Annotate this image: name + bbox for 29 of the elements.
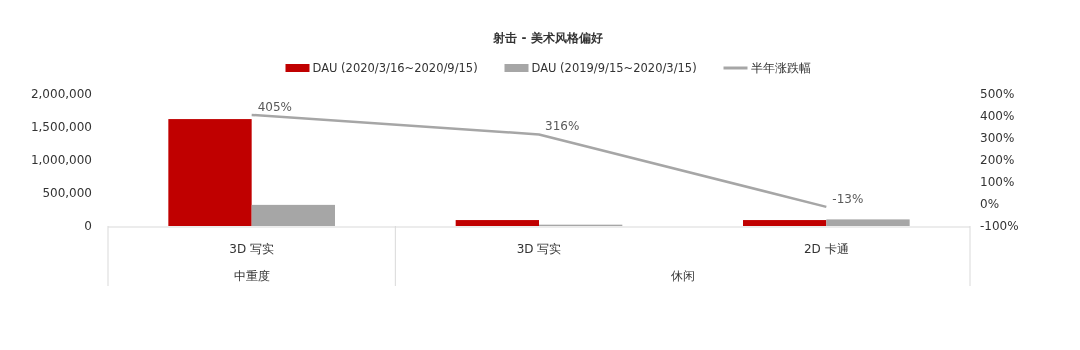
bar	[826, 219, 910, 226]
y2-tick-label: 500%	[980, 87, 1015, 101]
data-label: 316%	[545, 119, 580, 134]
y2-tick-label: 300%	[980, 131, 1015, 145]
y-tick-label: 500,000	[42, 186, 92, 200]
y-tick-label: 2,000,000	[30, 87, 92, 101]
y2-tick-label: 200%	[980, 153, 1015, 167]
y-tick-label: 1,000,000	[30, 153, 92, 167]
x-tick-label: 3D 写实	[516, 242, 562, 256]
data-label: -13%	[832, 191, 864, 206]
y-tick-label: 0	[84, 219, 92, 233]
legend-label: DAU (2020/3/16~2020/9/15)	[312, 61, 478, 75]
y2-tick-label: 0%	[980, 197, 1000, 211]
data-label: 405%	[257, 99, 292, 114]
bar	[251, 204, 335, 226]
bar	[743, 220, 827, 226]
legend-label: 半年涨跌幅	[750, 61, 811, 75]
y2-tick-label: 100%	[980, 175, 1015, 189]
y-tick-label: 1,500,000	[30, 120, 92, 134]
text: 中重度	[233, 269, 270, 283]
text: 休闲	[670, 269, 695, 283]
y2-tick-label: -100%	[980, 219, 1019, 233]
y2-tick-label: 400%	[980, 109, 1015, 123]
x-tick-label: 3D 写实	[229, 242, 275, 256]
chart-title: 射击 - 美术风格偏好	[492, 31, 603, 45]
legend-label: DAU (2019/9/15~2020/3/15)	[531, 61, 697, 75]
bar	[455, 220, 539, 226]
bar	[168, 119, 252, 226]
x-tick-label: 2D 卡通	[803, 242, 849, 256]
